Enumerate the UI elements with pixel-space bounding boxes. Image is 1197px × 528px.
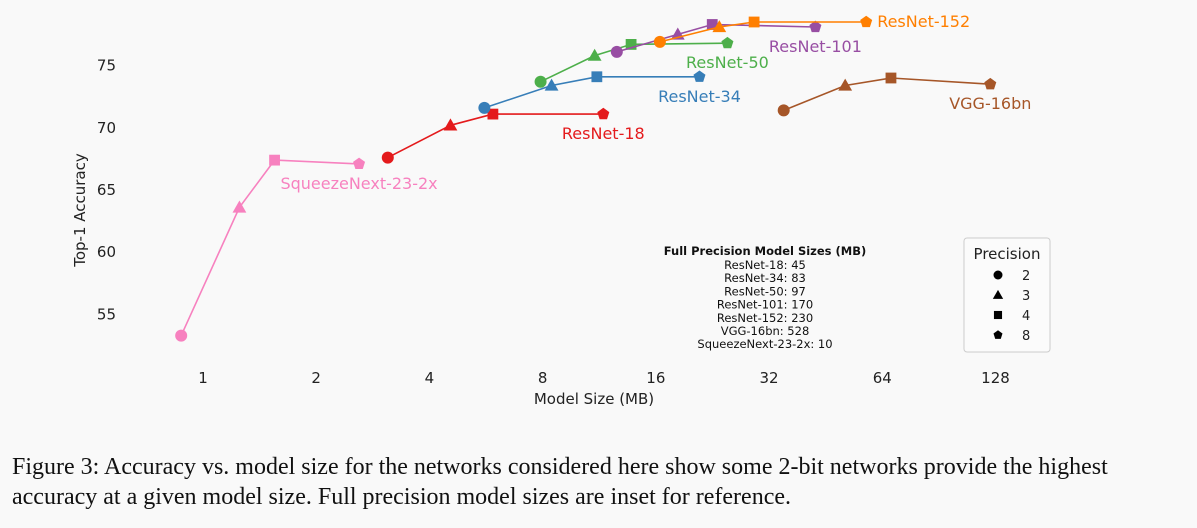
caption-label: Figure 3: — [12, 454, 100, 480]
inset-line: ResNet-101: 170 — [717, 298, 813, 312]
series-label: ResNet-101 — [769, 37, 862, 56]
data-point-8bit — [353, 157, 366, 169]
data-point-4bit — [591, 71, 603, 83]
x-axis-label: Model Size (MB) — [534, 390, 654, 408]
series-resnet-50: ResNet-50 — [534, 36, 769, 88]
x-tick-label: 8 — [538, 369, 548, 387]
inset-line: ResNet-50: 97 — [724, 284, 806, 298]
data-point-8bit — [984, 77, 997, 90]
x-tick-label: 16 — [646, 369, 665, 387]
data-point-8bit — [597, 107, 610, 120]
inset-line: ResNet-18: 45 — [724, 258, 806, 272]
series-resnet-34: ResNet-34 — [478, 70, 741, 114]
legend-label: 8 — [1022, 329, 1030, 344]
series-label: VGG-16bn — [949, 94, 1031, 113]
data-point-3bit — [838, 78, 853, 91]
series-label: ResNet-18 — [562, 124, 645, 143]
legend-marker-square — [993, 310, 1003, 320]
legend-box — [963, 237, 1051, 353]
inset-title: Full Precision Model Sizes (MB) — [664, 244, 867, 258]
inset-line: ResNet-152: 230 — [717, 311, 813, 325]
series-label: SqueezeNext-23-2x — [280, 174, 437, 193]
data-point-4bit — [706, 19, 718, 30]
y-tick-label: 75 — [97, 57, 116, 75]
data-point-8bit — [809, 20, 822, 33]
data-point-8bit — [721, 36, 734, 49]
x-tick-label: 4 — [425, 369, 435, 387]
legend-label: 3 — [1022, 289, 1030, 304]
x-tick-label: 64 — [873, 369, 892, 387]
y-tick-label: 65 — [97, 181, 116, 199]
x-tick-label: 128 — [981, 369, 1010, 387]
legend-marker-triangle — [992, 289, 1004, 299]
inset-line: VGG-16bn: 528 — [721, 324, 810, 338]
data-point-4bit — [487, 108, 499, 120]
series-label: ResNet-152 — [877, 12, 970, 31]
series-line — [616, 23, 816, 53]
data-point-4bit — [885, 72, 897, 84]
data-point-4bit — [748, 16, 760, 28]
data-point-2bit — [610, 45, 623, 58]
x-tick-label: 1 — [198, 369, 208, 387]
legend-title: Precision — [974, 245, 1041, 263]
axes: 1 2 4 8 16 32 64 128 55 60 65 70 75 Model Size (MB) To… — [71, 57, 1010, 408]
series-resnet-18: ResNet-18 — [381, 107, 645, 164]
legend-label: 4 — [1022, 309, 1030, 324]
data-point-2bit — [381, 151, 394, 164]
data-point-8bit — [860, 15, 873, 28]
data-point-3bit — [587, 48, 602, 61]
legend-marker-pentagon — [993, 330, 1003, 339]
data-point-3bit — [443, 118, 458, 131]
series-squeezenext-23-2x: SqueezeNext-23-2x — [175, 154, 438, 342]
inset-line: SqueezeNext-23-2x: 10 — [697, 337, 832, 351]
series-line — [783, 77, 991, 112]
legend-label: 2 — [1022, 269, 1030, 284]
series-vgg-16bn: VGG-16bn — [777, 72, 1031, 117]
data-point-4bit — [269, 154, 280, 166]
data-point-3bit — [712, 20, 727, 33]
y-axis-label: Top-1 Accuracy — [71, 153, 89, 268]
x-tick-label: 32 — [760, 369, 779, 387]
y-tick-label: 70 — [97, 119, 116, 137]
legend-marker-circle — [993, 270, 1003, 280]
figure-caption: Figure 3: Accuracy vs. model size for th… — [12, 452, 1190, 512]
data-point-8bit — [693, 70, 706, 82]
caption-text: Accuracy vs. model size for the networks… — [12, 454, 1114, 510]
y-tick-label: 55 — [97, 305, 116, 323]
precision-legend: Precision 2 3 4 8 — [963, 237, 1051, 353]
data-point-2bit — [653, 35, 666, 48]
full-precision-inset: Full Precision Model Sizes (MB)ResNet-18… — [664, 244, 867, 351]
series-line — [484, 76, 700, 109]
data-point-2bit — [175, 329, 188, 342]
data-point-2bit — [534, 75, 547, 88]
series-label: ResNet-50 — [686, 53, 769, 72]
series-line — [659, 21, 867, 43]
y-tick-label: 60 — [97, 243, 116, 261]
data-point-4bit — [625, 39, 637, 50]
data-point-3bit — [544, 78, 559, 91]
data-point-2bit — [777, 104, 790, 117]
series-resnet-152: ResNet-152 — [653, 12, 970, 48]
data-point-3bit — [232, 200, 247, 213]
series-line — [387, 113, 604, 159]
series-label: ResNet-34 — [658, 87, 741, 106]
series-line — [180, 159, 360, 336]
x-tick-label: 2 — [311, 369, 321, 387]
data-point-2bit — [478, 101, 491, 114]
inset-line: ResNet-34: 83 — [724, 271, 806, 285]
